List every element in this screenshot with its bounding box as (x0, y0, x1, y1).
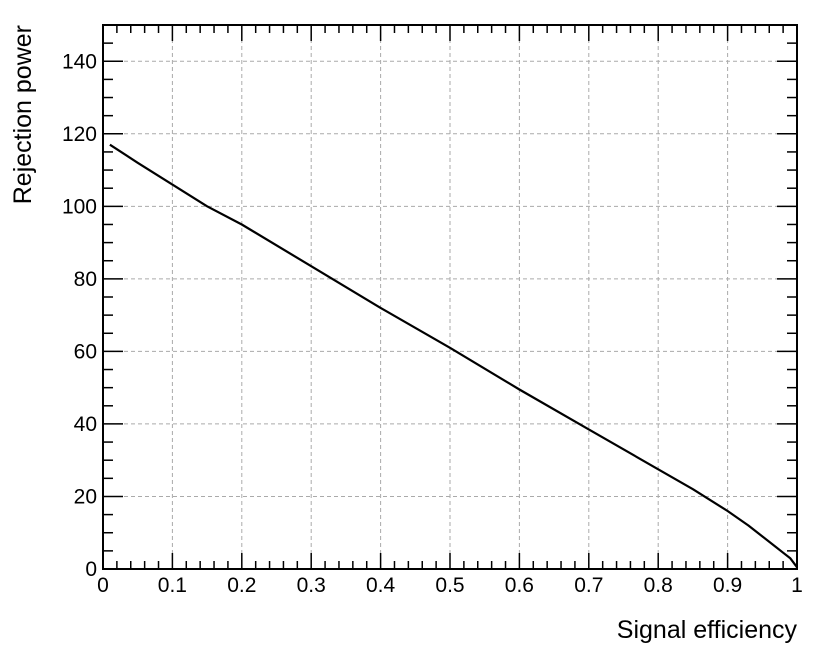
x-tick-label: 0 (97, 574, 109, 597)
x-tick-label: 0.2 (227, 574, 256, 597)
x-tick-label: 0.1 (158, 574, 187, 597)
y-tick-label: 100 (62, 195, 97, 218)
y-axis-title: Rejection power (9, 25, 37, 204)
axis-ticks (102, 24, 798, 570)
y-tick-label: 140 (62, 50, 97, 73)
x-tick-label: 0.7 (574, 574, 603, 597)
y-tick-label: 120 (62, 123, 97, 146)
x-tick-label: 0.6 (505, 574, 534, 597)
x-tick-label: 1 (791, 574, 803, 597)
series-layer (109, 143, 798, 568)
grid (103, 25, 797, 569)
y-tick-label: 20 (74, 485, 97, 508)
x-tick-label: 0.8 (644, 574, 673, 597)
x-tick-label: 0.4 (366, 574, 396, 597)
plot-frame (102, 24, 798, 570)
y-tick-label: 40 (74, 413, 97, 436)
x-tick-label: 0.5 (435, 574, 464, 597)
y-tick-labels: 0 20 40 60 80 100 120 140 (62, 50, 97, 581)
y-tick-label: 80 (74, 268, 97, 291)
x-axis-title: Signal efficiency (617, 616, 798, 644)
y-tick-label: 0 (85, 558, 97, 581)
x-tick-label: 0.9 (713, 574, 742, 597)
x-tick-label: 0.3 (297, 574, 326, 597)
y-tick-label: 60 (74, 340, 97, 363)
x-tick-labels: 0 0.1 0.2 0.3 0.4 0.5 0.6 0.7 0.8 0.9 1 (97, 574, 803, 597)
series-line (109, 143, 798, 568)
